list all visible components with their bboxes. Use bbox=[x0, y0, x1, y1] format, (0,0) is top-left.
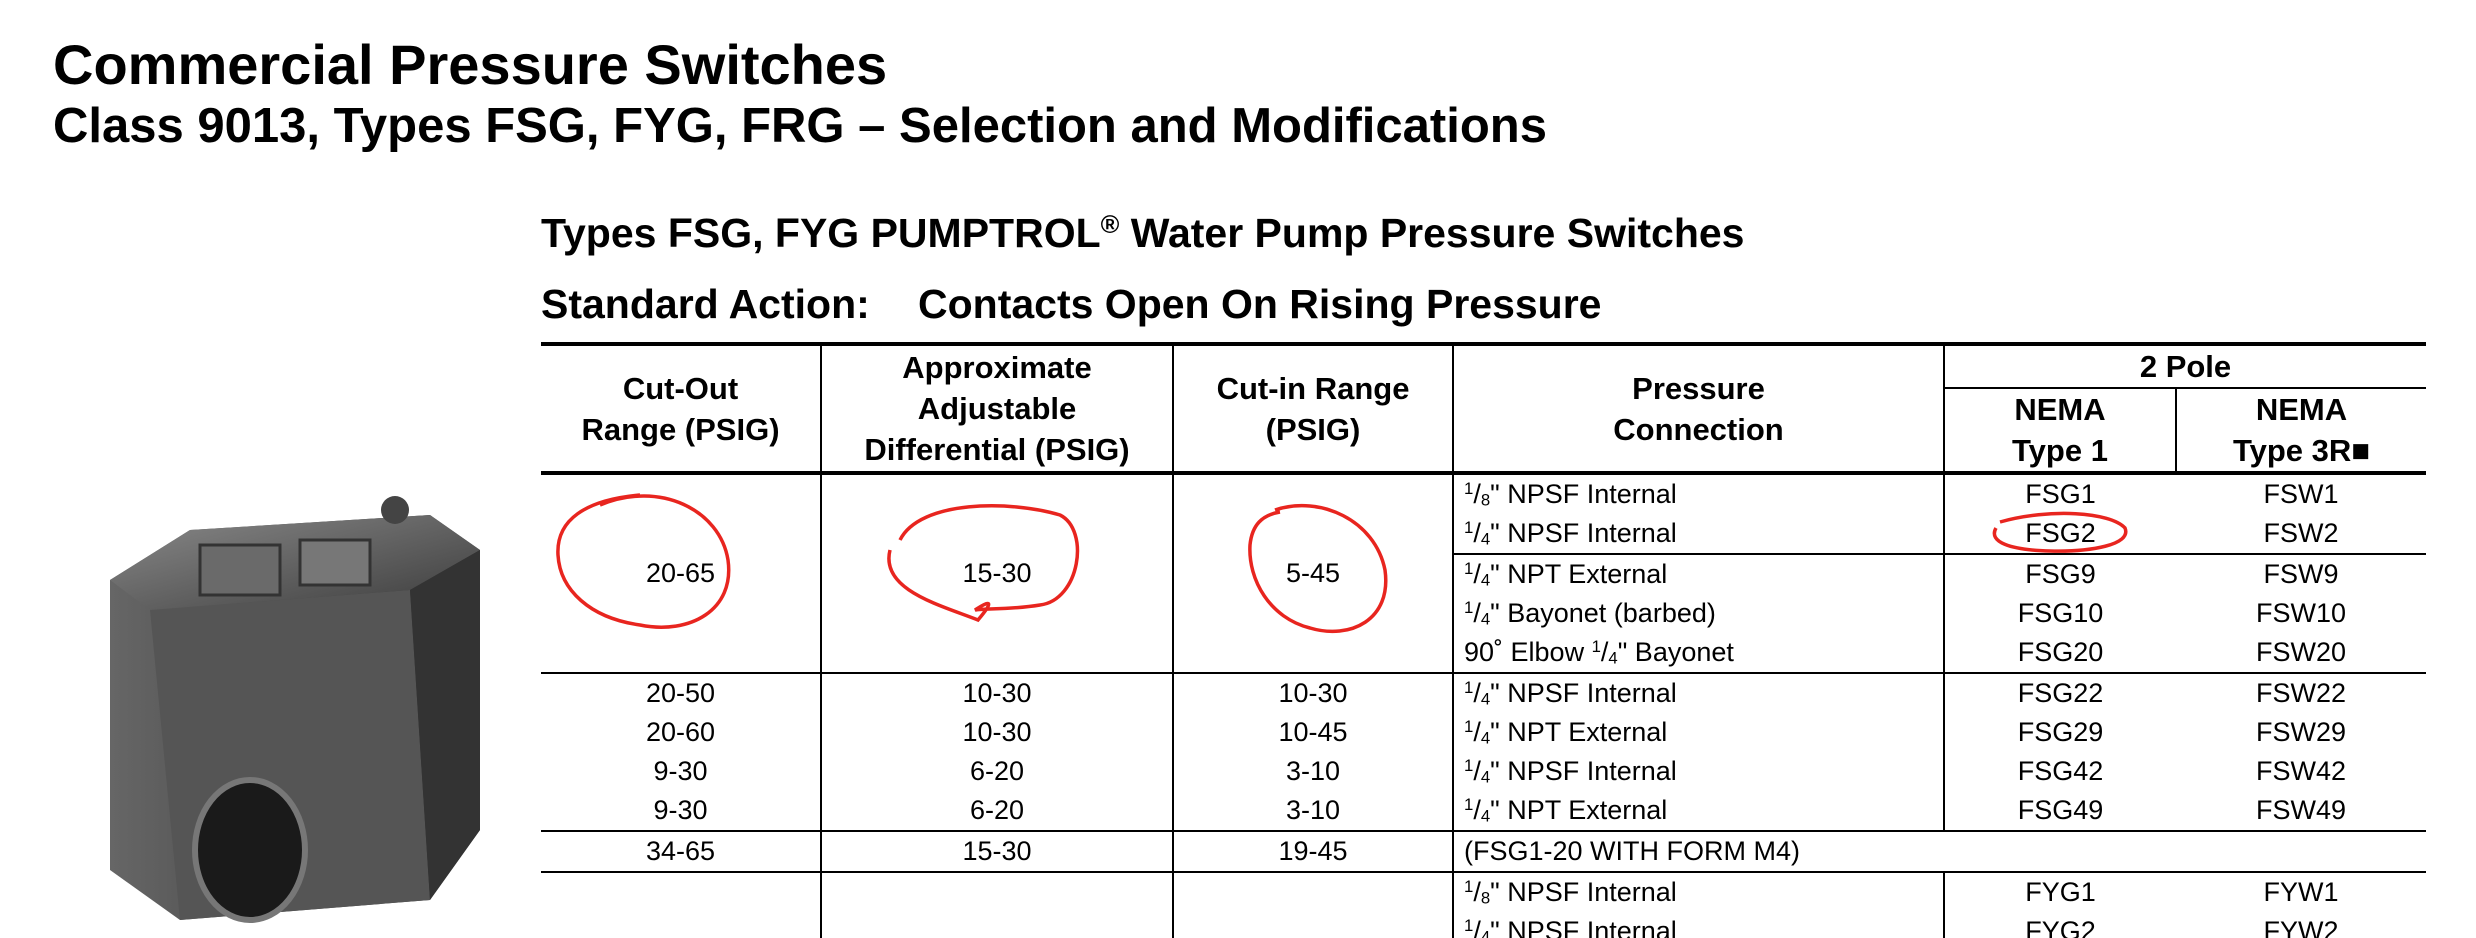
header-line: Connection bbox=[1613, 411, 1784, 447]
cell: FSG9 bbox=[2025, 559, 2096, 589]
cell: FSG42 bbox=[2017, 756, 2104, 786]
row: 9-30 6-20 3-10 1/4" NPT External FSG49 FSW49 bbox=[541, 791, 2427, 832]
cell bbox=[821, 872, 1174, 938]
cell bbox=[541, 872, 822, 938]
cell: FSG20 bbox=[1944, 633, 2176, 674]
cell: FYW1 bbox=[2263, 877, 2339, 907]
row: 1/8" NPSF Internal FYG1 FYW1 bbox=[541, 872, 2426, 938]
cell: FSW42 bbox=[2255, 756, 2347, 786]
col-header: 2 Pole bbox=[1944, 342, 2427, 389]
cell: FSG49 bbox=[1944, 791, 2176, 832]
cell: 3-10 bbox=[1173, 791, 1454, 832]
row: 1/4" Bayonet (barbed) FSG10 FSW10 bbox=[541, 594, 2426, 633]
cell: FSW1 bbox=[2263, 479, 2339, 509]
col-header: Approximate Adjustable Differential (PSIG) bbox=[821, 342, 1174, 475]
header-line: Adjustable bbox=[917, 391, 1077, 426]
cell bbox=[1173, 872, 1454, 938]
cell: 1/4" NPT External bbox=[1453, 554, 1945, 594]
action-label: Standard Action: bbox=[541, 281, 870, 327]
cell: FSG1 bbox=[2025, 479, 2096, 509]
switch-table: Cut-Out Range (PSIG) Approximate Adjustabl… bbox=[541, 342, 2427, 938]
cell: FSW2 bbox=[2176, 514, 2427, 555]
subtitle: Class 9013, Types FSG, FYG, FRG – Select… bbox=[53, 99, 1547, 153]
header-line: Approximate bbox=[902, 350, 1092, 385]
cell: FSW49 bbox=[2176, 791, 2427, 832]
header-line: Cut-in Range bbox=[1216, 370, 1410, 406]
section-title: Types FSG, FYG PUMPTROL® Water Pump Pres… bbox=[541, 210, 1745, 256]
cell: 10-30 bbox=[1173, 673, 1454, 713]
col-header: Pressure Connection bbox=[1453, 342, 1945, 475]
cell: 1/8" NPSF Internal bbox=[1453, 872, 1945, 912]
row: 34-65 15-30 19-45 (FSG1-20 WITH FORM M4) bbox=[541, 831, 2427, 873]
cell: FSG22 bbox=[2017, 678, 2104, 708]
header-line: Type 1 bbox=[2012, 433, 2108, 468]
cell: 6-20 bbox=[821, 791, 1174, 832]
cell: 5-45 bbox=[1173, 473, 1454, 674]
cell: 1/4" NPSF Internal bbox=[1453, 752, 1945, 791]
cell: 1/4" NPSF Internal bbox=[1453, 912, 1945, 938]
row: 20-60 10-30 10-45 1/4" NPT External FSG29 FSW… bbox=[541, 713, 2426, 752]
cell: 1/4" NPSF Internal bbox=[1453, 673, 1945, 713]
header-line: NEMA bbox=[2014, 392, 2106, 427]
cell: 9-30 bbox=[541, 791, 822, 832]
cell: FSW29 bbox=[2255, 717, 2347, 747]
cell: 15-30 bbox=[821, 831, 1174, 873]
header-line: Range (PSIG) bbox=[581, 411, 780, 447]
header-line: (PSIG) bbox=[1265, 411, 1361, 447]
action: Contacts Open On Rising Pressure bbox=[918, 281, 1602, 327]
cell: 20-50 bbox=[541, 673, 822, 713]
row: 90˚ Elbow 1/4" Bayonet FSG20 FSW20 bbox=[541, 633, 2427, 674]
row: 1/4" NPT External FSG9 FSW9 bbox=[541, 554, 2426, 594]
col-header: Cut-Out Range (PSIG) bbox=[541, 342, 822, 475]
cell: FYG1 bbox=[2025, 877, 2096, 907]
cell: FSW9 bbox=[2263, 559, 2339, 589]
cell: 3-10 bbox=[1173, 752, 1454, 791]
cell: 10-45 bbox=[1173, 713, 1454, 752]
header-line: Pressure bbox=[1632, 370, 1765, 406]
cell: FYG2 bbox=[2025, 916, 2096, 938]
row: 9-30 6-20 3-10 1/4" NPSF Internal FSG42 FSW42 bbox=[541, 752, 2426, 791]
cell: 1/4" NPSF Internal bbox=[1453, 514, 1945, 555]
row: 20-65 15-30 5-45 1/8" NPSF Internal FSG1 FSW1 bbox=[541, 473, 2426, 674]
cell: 1/4" NPT External bbox=[1453, 713, 1945, 752]
header-line: Differential (PSIG) bbox=[864, 432, 1130, 467]
cell: FSW20 bbox=[2176, 633, 2427, 674]
cell: 9-30 bbox=[541, 752, 822, 791]
row: 1/4" NPSF Internal FYG2 FYW2 bbox=[541, 912, 2426, 938]
cell: 20-60 bbox=[541, 713, 822, 752]
cell: 34-65 bbox=[541, 831, 822, 873]
cell: 1/8" NPSF Internal bbox=[1453, 473, 1945, 514]
cell: FSG29 bbox=[2017, 717, 2104, 747]
cell: 6-20 bbox=[821, 752, 1174, 791]
cell: 20-65 bbox=[541, 473, 822, 674]
col-header: NEMA Type 1 bbox=[1944, 388, 2177, 475]
cell: FSW22 bbox=[2255, 678, 2347, 708]
header-line: Type 3R■ bbox=[2232, 433, 2371, 468]
cell: 19-45 bbox=[1173, 831, 1454, 873]
col-header: Cut-in Range (PSIG) bbox=[1173, 342, 1454, 475]
cell: 1/4" NPT External bbox=[1453, 791, 1945, 832]
cell: 90˚ Elbow 1/4" Bayonet bbox=[1453, 633, 1945, 674]
cell: FYW2 bbox=[2263, 916, 2339, 938]
cell: FSG10 bbox=[2017, 598, 2104, 628]
cell: 15-30 bbox=[821, 473, 1174, 674]
header-line: NEMA bbox=[2255, 392, 2348, 427]
title: Commercial Pressure Switches bbox=[53, 33, 888, 96]
cell: FSG2 bbox=[1944, 514, 2176, 555]
cell: 10-30 bbox=[821, 713, 1174, 752]
header-line: Cut-Out bbox=[622, 370, 739, 406]
cell: 10-30 bbox=[821, 673, 1174, 713]
row: 20-50 10-30 10-30 1/4" NPSF Internal FSG22 FS… bbox=[541, 673, 2426, 713]
product-photo bbox=[110, 496, 480, 923]
cell: FSW10 bbox=[2255, 598, 2347, 628]
cell: 1/4" Bayonet (barbed) bbox=[1453, 594, 1945, 633]
col-header: NEMA Type 3R■ bbox=[2176, 388, 2427, 475]
cell: (FSG1-20 WITH FORM M4) bbox=[1453, 831, 2427, 873]
